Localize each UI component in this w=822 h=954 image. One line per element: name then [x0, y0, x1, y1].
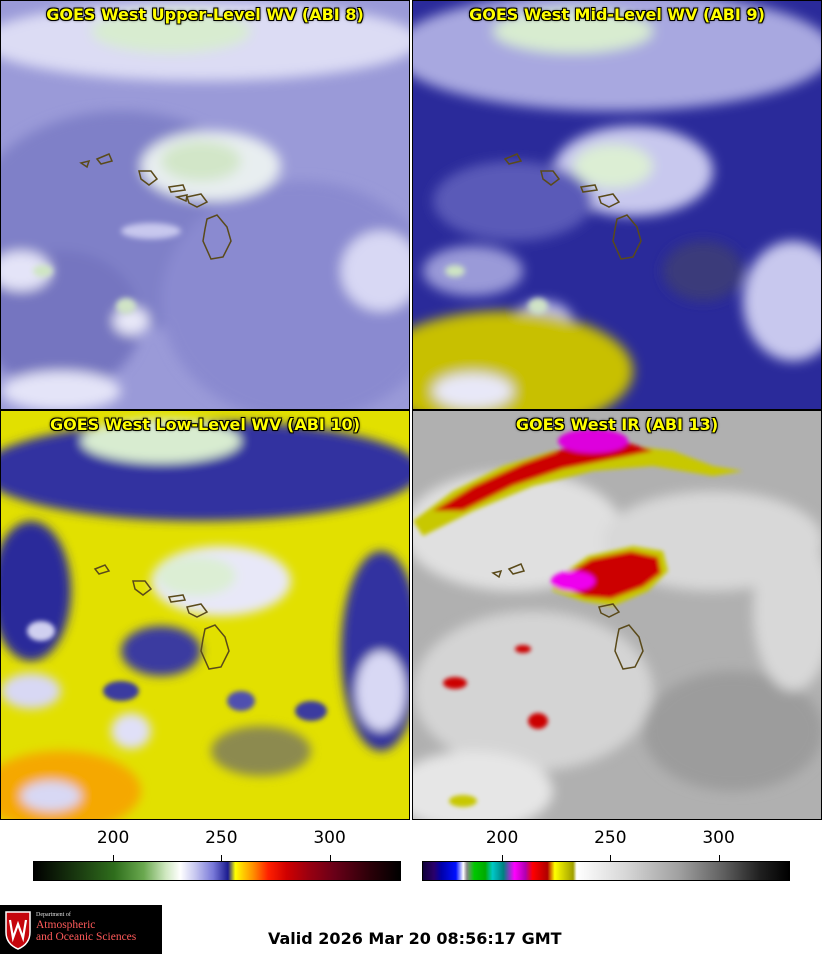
infrared-colorbar: 200 250 300: [422, 828, 790, 888]
colorbar-tick: [610, 855, 612, 861]
infrared-image: [413, 411, 821, 819]
panel-title: GOES West Low-Level WV (ABI 10): [49, 415, 360, 434]
colorbar-tick: [502, 855, 504, 861]
panel-title: GOES West IR (ABI 13): [515, 415, 719, 434]
uw-shield-icon: [5, 911, 31, 950]
mid-level-wv-image: [413, 1, 821, 409]
infrared-panel: GOES West IR (ABI 13): [412, 410, 822, 820]
logo-line-2: and Oceanic Sciences: [36, 931, 137, 943]
logo-text: Department of Atmospheric and Oceanic Sc…: [36, 912, 136, 943]
infrared-color-scale: [422, 861, 790, 881]
colorbar-tick-label: 250: [594, 828, 627, 848]
colorbar-tick: [113, 855, 115, 861]
water-vapor-color-scale: [33, 861, 401, 881]
logo-department: Department of: [36, 912, 71, 918]
panel-title: GOES West Mid-Level WV (ABI 9): [469, 5, 765, 24]
colorbar-tick-label: 200: [96, 828, 130, 848]
low-level-wv-panel: GOES West Low-Level WV (ABI 10): [0, 410, 410, 820]
upper-level-wv-image: [1, 1, 409, 409]
colorbar-tick: [221, 855, 223, 861]
colorbar-tick: [329, 855, 331, 861]
aos-logo: Department of Atmospheric and Oceanic Sc…: [0, 905, 162, 954]
colorbar-tick-label: 200: [485, 828, 519, 848]
colorbar-tick-label: 300: [313, 828, 346, 848]
colorbar-tick-label: 300: [702, 828, 735, 848]
mid-level-wv-panel: GOES West Mid-Level WV (ABI 9): [412, 0, 822, 410]
low-level-wv-image: [1, 411, 409, 819]
colorbar-tick-label: 250: [205, 828, 238, 848]
panel-title: GOES West Upper-Level WV (ABI 8): [46, 5, 364, 24]
water-vapor-colorbar: 200 250 300: [33, 828, 401, 888]
logo-line-1: Atmospheric: [36, 919, 96, 931]
upper-level-wv-panel: GOES West Upper-Level WV (ABI 8): [0, 0, 410, 410]
colorbar-tick: [718, 855, 720, 861]
valid-time: Valid 2026 Mar 20 08:56:17 GMT: [268, 929, 562, 948]
